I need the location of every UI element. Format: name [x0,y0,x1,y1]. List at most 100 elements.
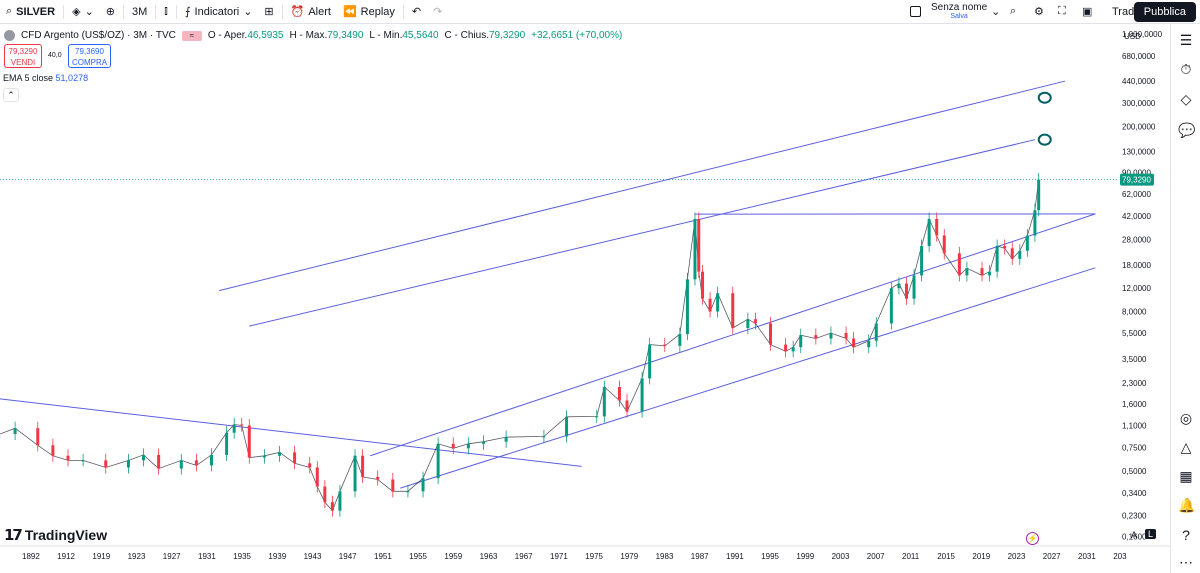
buy-button[interactable]: 79,3690 COMPRA [68,44,111,68]
candle-body [625,400,629,412]
candle-body [753,319,757,324]
candle-body [769,323,773,345]
annotation-circle[interactable] [1037,133,1052,146]
x-tick-label: 1987 [691,552,709,561]
legend-title[interactable]: CFD Argento (US$/OZ) · 3M · TVC [21,30,176,41]
ideas-icon[interactable]: △ [1180,439,1192,455]
x-tick-label: 1912 [57,552,75,561]
candle-body [504,437,508,442]
trend-line[interactable] [369,213,1096,457]
candle-body [481,441,485,444]
candle-body [595,416,599,418]
ema-legend[interactable]: EMA 5 close 51,0278 [3,73,88,83]
price-axis[interactable]: 1.000,0000 680,0000 440,0000 300,0000 200,00… [1118,24,1170,564]
chat-icon[interactable]: 💬 [1178,122,1196,138]
candle-body [391,479,395,492]
undo-button[interactable]: ↶ [406,0,427,24]
compare-button[interactable]: ◈ ⌄ [66,0,100,24]
candle-body [51,445,55,456]
x-tick-label: 1931 [198,552,216,561]
trend-lines[interactable] [0,80,1096,489]
candle-body [889,288,893,324]
y-tick-label: 440,0000 [1122,77,1156,86]
layouts-button[interactable]: ⊞ [258,0,279,24]
candle-body [376,476,380,480]
settings-button[interactable]: ⚙ [1028,0,1050,24]
symbol-search[interactable]: ⌕ SILVER [0,0,61,24]
candle-body [210,454,214,466]
candle-body [232,424,236,433]
candle-body [731,293,735,329]
candle-body [194,460,198,466]
interval-button[interactable]: 3M [126,0,153,24]
drawn-annotations[interactable] [1037,91,1052,146]
candle-body [142,454,146,461]
y-tick-label: 0,5000 [1122,467,1147,476]
y-tick-label: 1,6000 [1122,400,1147,409]
trade-button[interactable]: Trade [1106,0,1146,24]
calendar-icon[interactable]: ▦ [1179,468,1193,484]
layers-icon[interactable]: ◇ [1180,91,1192,107]
alerts-clock-icon[interactable]: ⏱ [1180,61,1192,77]
indicators-button[interactable]: ⨍ Indicatori ⌄ [179,0,259,24]
candle-body [315,467,319,487]
collapse-legend-button[interactable]: ⌃ [3,88,19,102]
more-icon[interactable]: ⋯ [1179,554,1193,570]
trend-line[interactable] [400,267,1096,489]
x-tick-label: 2031 [1078,552,1096,561]
candle-body [867,340,871,348]
trend-line[interactable] [218,80,1066,292]
high-label: H - Max. [289,30,328,41]
candle-body [338,491,342,511]
candle-body [988,271,992,276]
candle-body [308,463,312,468]
snapshot-button[interactable]: ▣ [1076,0,1098,24]
compare-toggle-icon[interactable]: ≈ [181,30,202,41]
trend-line[interactable] [249,139,1036,327]
candle-body [157,454,161,469]
help-icon[interactable]: ? [1182,527,1190,543]
diamond-icon: ◈ [72,6,81,18]
x-tick-label: 2019 [972,552,990,561]
trend-line[interactable] [0,398,582,467]
y-tick-label: 130,0000 [1122,147,1156,156]
alert-button[interactable]: ⏰ Alert [285,0,337,24]
target-icon[interactable]: ◎ [1179,410,1193,426]
annotation-circle[interactable] [1037,91,1052,104]
auto-scale-button[interactable]: A [1131,530,1137,540]
candle-body [330,502,334,511]
candle-body [708,298,712,312]
price-line [0,179,1040,512]
bell-icon[interactable]: 🔔 [1178,497,1196,513]
x-tick-label: 1923 [128,552,146,561]
x-tick-label: 2015 [937,552,955,561]
candle-body [466,443,470,449]
chart-type-button[interactable]: ⫾ [158,0,174,24]
replay-button[interactable]: ⏪ Replay [337,0,401,24]
redo-button[interactable]: ↷ [427,0,448,24]
candle-body [13,428,17,434]
candle-body [716,293,720,312]
candle-body [935,218,939,236]
candle-body [844,333,848,339]
candle-body [957,253,961,276]
quick-search-button[interactable]: ⌕ [1004,0,1022,24]
time-axis[interactable]: 1892 1912 1919 1923 1927 1931 1935 1939 1943 1947… [0,545,1170,561]
watchlist-icon[interactable]: ☰ [1179,32,1193,48]
lightning-icon[interactable]: ⚡ [1026,532,1039,545]
publish-button[interactable]: Pubblica [1133,2,1196,22]
log-scale-button[interactable]: L [1145,529,1157,539]
low-label: L - Min. [369,30,403,41]
y-tick-label: 200,0000 [1122,122,1156,131]
price-chart[interactable]: 1.000,0000 680,0000 440,0000 300,0000 200,00… [0,24,1170,573]
add-symbol-button[interactable]: ⊕ [100,0,121,24]
fullscreen-button[interactable]: ⛶ [1052,0,1072,24]
last-price-label: 79,3290 [1122,176,1151,185]
currency-selector[interactable]: USD ⌄ [1124,32,1176,41]
gear-icon: ⚙ [1034,6,1044,18]
layout-name-button[interactable]: Senza nome Salva ⌄ [904,0,1006,24]
sell-button[interactable]: 79,3290 VENDI [4,44,42,68]
sell-price: 79,3290 [8,47,38,56]
divider [123,4,124,19]
candle-body [293,452,297,464]
